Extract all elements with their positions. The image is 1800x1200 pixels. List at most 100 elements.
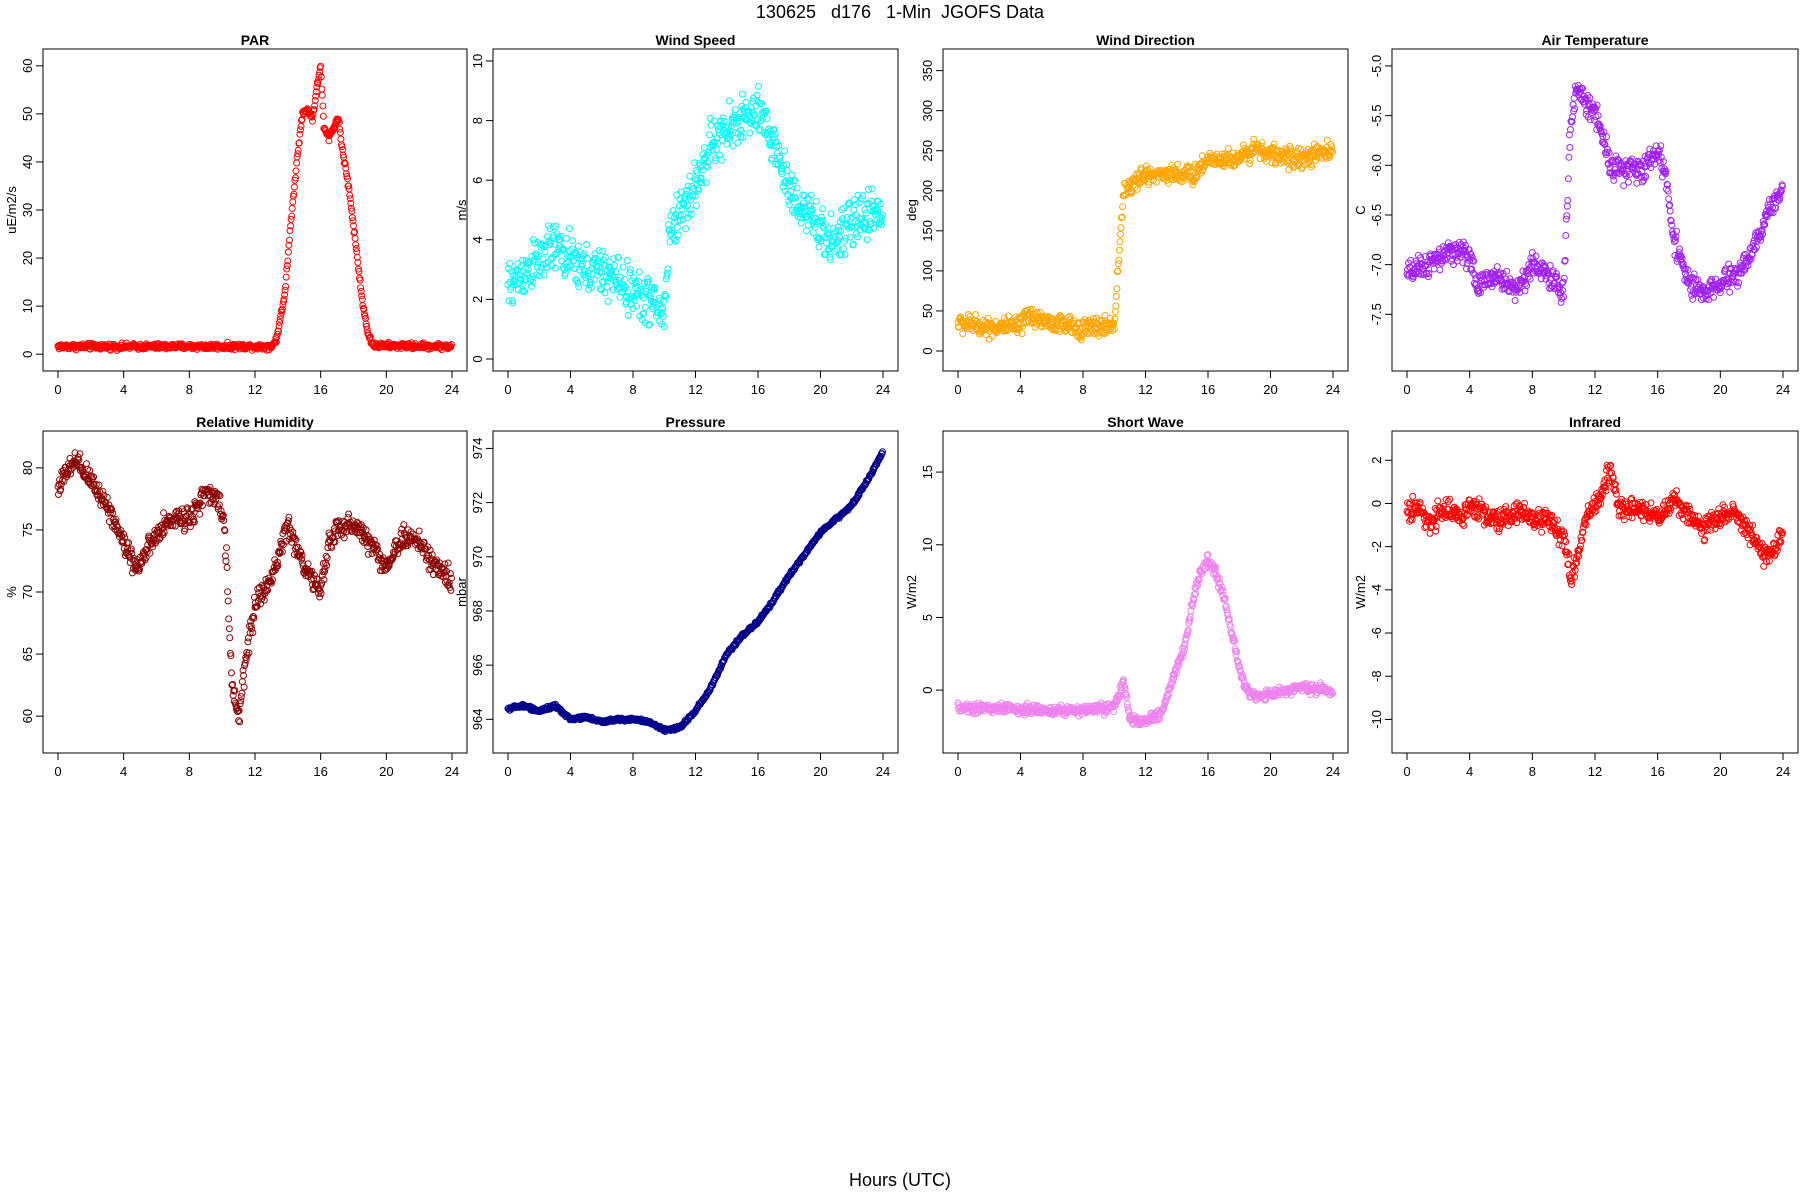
x-tick-label: 16 bbox=[751, 764, 765, 779]
data-point bbox=[275, 322, 283, 330]
data-point bbox=[972, 311, 980, 319]
data-point bbox=[1175, 662, 1183, 669]
data-point bbox=[1329, 148, 1336, 156]
data-point bbox=[317, 62, 325, 70]
data-point bbox=[313, 575, 321, 583]
data-point bbox=[316, 593, 324, 601]
x-tick-label: 8 bbox=[186, 764, 193, 779]
data-point bbox=[1567, 126, 1574, 134]
data-point bbox=[662, 293, 670, 300]
data-point bbox=[1560, 274, 1568, 282]
data-point bbox=[596, 285, 604, 292]
data-point bbox=[219, 512, 227, 520]
data-point bbox=[280, 298, 287, 305]
data-point bbox=[309, 117, 316, 125]
y-tick-label: 65 bbox=[20, 647, 35, 661]
x-tick-label: 12 bbox=[248, 764, 262, 779]
data-point bbox=[364, 550, 372, 558]
data-point bbox=[1523, 282, 1531, 290]
data-point bbox=[273, 330, 281, 338]
data-point bbox=[587, 276, 595, 283]
data-point bbox=[1776, 189, 1784, 197]
data-point bbox=[1773, 188, 1781, 196]
data-point bbox=[1185, 163, 1193, 171]
data-point bbox=[285, 513, 293, 521]
data-point bbox=[1562, 232, 1570, 239]
data-point bbox=[304, 560, 312, 568]
data-point bbox=[822, 239, 830, 247]
data-point bbox=[1327, 147, 1335, 154]
data-point bbox=[341, 160, 349, 168]
data-point bbox=[359, 302, 367, 310]
data-point bbox=[57, 485, 65, 493]
data-point bbox=[1412, 270, 1420, 278]
data-point bbox=[83, 460, 90, 468]
data-point bbox=[1554, 281, 1562, 289]
y-tick-label: 10 bbox=[470, 54, 485, 68]
data-point bbox=[754, 98, 762, 106]
data-point bbox=[1307, 160, 1315, 168]
data-point bbox=[792, 194, 799, 202]
y-tick-label: 15 bbox=[920, 465, 935, 479]
data-point bbox=[1111, 702, 1119, 709]
data-point bbox=[540, 271, 548, 279]
data-point bbox=[1053, 318, 1061, 326]
y-tick-label: 964 bbox=[470, 708, 485, 730]
data-point bbox=[609, 286, 617, 294]
data-point bbox=[601, 289, 609, 297]
data-point bbox=[1734, 282, 1742, 290]
data-point bbox=[90, 473, 98, 481]
data-point bbox=[1673, 227, 1680, 235]
data-point bbox=[428, 551, 436, 559]
data-point bbox=[1065, 319, 1073, 327]
data-point bbox=[446, 570, 454, 578]
data-point bbox=[1563, 212, 1571, 220]
data-point bbox=[1688, 273, 1696, 281]
data-point bbox=[514, 286, 522, 294]
data-point bbox=[229, 680, 237, 688]
y-tick-label: 60 bbox=[20, 709, 35, 723]
data-point bbox=[679, 215, 687, 223]
data-point bbox=[1657, 153, 1665, 161]
data-point bbox=[550, 240, 558, 248]
x-tick-label: 16 bbox=[313, 382, 327, 397]
data-point bbox=[826, 253, 834, 261]
data-point bbox=[240, 672, 247, 679]
data-point bbox=[317, 73, 325, 81]
data-point bbox=[272, 334, 280, 342]
data-point bbox=[225, 625, 233, 633]
data-point bbox=[314, 79, 322, 87]
data-point bbox=[799, 199, 807, 207]
data-point bbox=[146, 549, 154, 557]
data-point bbox=[367, 536, 375, 544]
x-tick-label: 20 bbox=[1713, 382, 1727, 397]
x-tick-label: 20 bbox=[379, 382, 393, 397]
data-point bbox=[318, 579, 326, 587]
data-point bbox=[310, 106, 318, 114]
data-point bbox=[239, 666, 247, 674]
data-point bbox=[726, 135, 734, 143]
data-point bbox=[787, 187, 795, 195]
data-point bbox=[298, 551, 306, 559]
data-point bbox=[1141, 177, 1148, 184]
x-tick-label: 8 bbox=[1079, 764, 1086, 779]
data-point bbox=[1726, 288, 1734, 296]
data-point bbox=[1174, 160, 1182, 168]
data-point bbox=[1759, 230, 1767, 238]
data-point bbox=[1112, 302, 1120, 310]
data-point bbox=[1633, 179, 1641, 187]
data-point bbox=[415, 527, 423, 535]
page-title: 130625 d176 1-Min JGOFS Data bbox=[755, 2, 1045, 22]
data-point bbox=[780, 179, 788, 187]
data-point bbox=[582, 279, 590, 287]
data-point bbox=[1145, 181, 1153, 189]
data-point bbox=[1776, 194, 1784, 202]
data-point bbox=[610, 262, 618, 269]
data-point bbox=[357, 284, 365, 292]
y-tick-label: 0 bbox=[920, 687, 935, 694]
data-point bbox=[1475, 287, 1483, 295]
data-point bbox=[546, 241, 554, 249]
data-point bbox=[788, 171, 796, 179]
